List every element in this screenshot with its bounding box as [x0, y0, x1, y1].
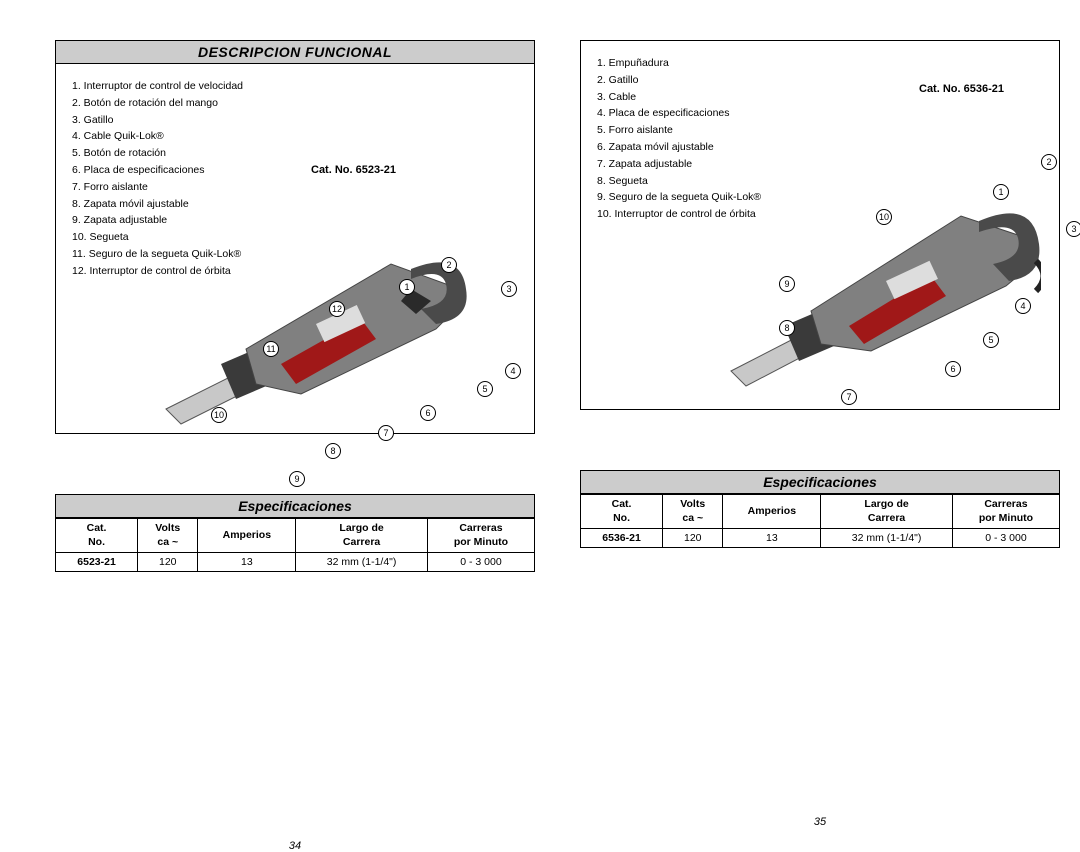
table-row: Cat.No. Voltsca ~ Amperios Largo deCarre…: [56, 519, 535, 553]
section-title-left: DESCRIPCION FUNCIONAL: [55, 40, 535, 64]
th-volts: Voltsca ~: [663, 495, 723, 529]
callout: 7: [841, 389, 857, 405]
callout: 3: [1066, 221, 1080, 237]
callout: 6: [420, 405, 436, 421]
spec-table-left: Cat.No. Voltsca ~ Amperios Largo deCarre…: [55, 518, 535, 572]
part-item: 2. Botón de rotación del mango: [72, 95, 518, 112]
diagram-left: 1 2 3 4 5 6 7 8 9 10 11 12: [161, 189, 471, 439]
th-amps: Amperios: [198, 519, 296, 553]
callout: 5: [983, 332, 999, 348]
part-item: 4. Cable Quik-Lok®: [72, 128, 518, 145]
td-amps: 13: [723, 529, 821, 548]
td-cat: 6523-21: [56, 553, 138, 572]
cat-no-right: Cat. No. 6536-21: [919, 83, 1004, 95]
th-volts: Voltsca ~: [138, 519, 198, 553]
callout: 10: [876, 209, 892, 225]
td-stroke: 32 mm (1-1/4"): [821, 529, 953, 548]
td-volts: 120: [663, 529, 723, 548]
functional-box-left: 1. Interruptor de control de velocidad 2…: [55, 64, 535, 434]
part-item: 1. Interruptor de control de velocidad: [72, 78, 518, 95]
td-cat: 6536-21: [581, 529, 663, 548]
callout: 1: [399, 279, 415, 295]
th-cat: Cat.No.: [581, 495, 663, 529]
callout: 6: [945, 361, 961, 377]
callout: 4: [505, 363, 521, 379]
th-stroke: Largo deCarrera: [821, 495, 953, 529]
callout: 10: [211, 407, 227, 423]
callout: 11: [263, 341, 279, 357]
spec-title-left: Especificaciones: [55, 494, 535, 518]
functional-box-right: 1. Empuñadura 2. Gatillo 3. Cable 4. Pla…: [580, 40, 1060, 410]
callout: 9: [779, 276, 795, 292]
td-spm: 0 - 3 000: [427, 553, 534, 572]
page-34: DESCRIPCION FUNCIONAL 1. Interruptor de …: [55, 40, 535, 572]
th-spm: Carreraspor Minuto: [427, 519, 534, 553]
callout: 8: [779, 320, 795, 336]
td-stroke: 32 mm (1-1/4"): [296, 553, 428, 572]
page-number-right: 35: [580, 816, 1060, 828]
th-spm: Carreraspor Minuto: [952, 495, 1059, 529]
callout: 1: [993, 184, 1009, 200]
callout: 5: [477, 381, 493, 397]
callout: 9: [289, 471, 305, 487]
callout: 8: [325, 443, 341, 459]
spec-title-right: Especificaciones: [580, 470, 1060, 494]
cat-no-left: Cat. No. 6523-21: [311, 164, 396, 176]
callout: 2: [1041, 154, 1057, 170]
diagram-right: 1 2 3 4 5 6 7 8 9 10: [721, 136, 1031, 386]
page-number-left: 34: [55, 840, 535, 852]
table-row: Cat.No. Voltsca ~ Amperios Largo deCarre…: [581, 495, 1060, 529]
spec-table-right: Cat.No. Voltsca ~ Amperios Largo deCarre…: [580, 494, 1060, 548]
callout: 2: [441, 257, 457, 273]
th-cat: Cat.No.: [56, 519, 138, 553]
callout: 3: [501, 281, 517, 297]
callout: 12: [329, 301, 345, 317]
part-item: 5. Botón de rotación: [72, 145, 518, 162]
td-spm: 0 - 3 000: [952, 529, 1059, 548]
part-item: 6. Placa de especificaciones: [72, 162, 518, 179]
part-item: 3. Gatillo: [72, 112, 518, 129]
part-item: 4. Placa de especificaciones: [597, 105, 1043, 122]
page-35: 1. Empuñadura 2. Gatillo 3. Cable 4. Pla…: [580, 40, 1060, 548]
callout: 7: [378, 425, 394, 441]
table-row: 6536-21 120 13 32 mm (1-1/4") 0 - 3 000: [581, 529, 1060, 548]
table-row: 6523-21 120 13 32 mm (1-1/4") 0 - 3 000: [56, 553, 535, 572]
saw-icon: [161, 189, 471, 439]
th-amps: Amperios: [723, 495, 821, 529]
td-amps: 13: [198, 553, 296, 572]
part-item: 1. Empuñadura: [597, 55, 1043, 72]
callout: 4: [1015, 298, 1031, 314]
saw-icon: [721, 136, 1041, 396]
td-volts: 120: [138, 553, 198, 572]
th-stroke: Largo deCarrera: [296, 519, 428, 553]
